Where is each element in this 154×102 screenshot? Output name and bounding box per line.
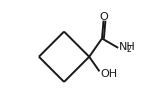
Text: NH: NH (119, 42, 136, 52)
Text: 2: 2 (126, 45, 131, 54)
Text: OH: OH (100, 69, 117, 79)
Text: O: O (99, 12, 108, 22)
